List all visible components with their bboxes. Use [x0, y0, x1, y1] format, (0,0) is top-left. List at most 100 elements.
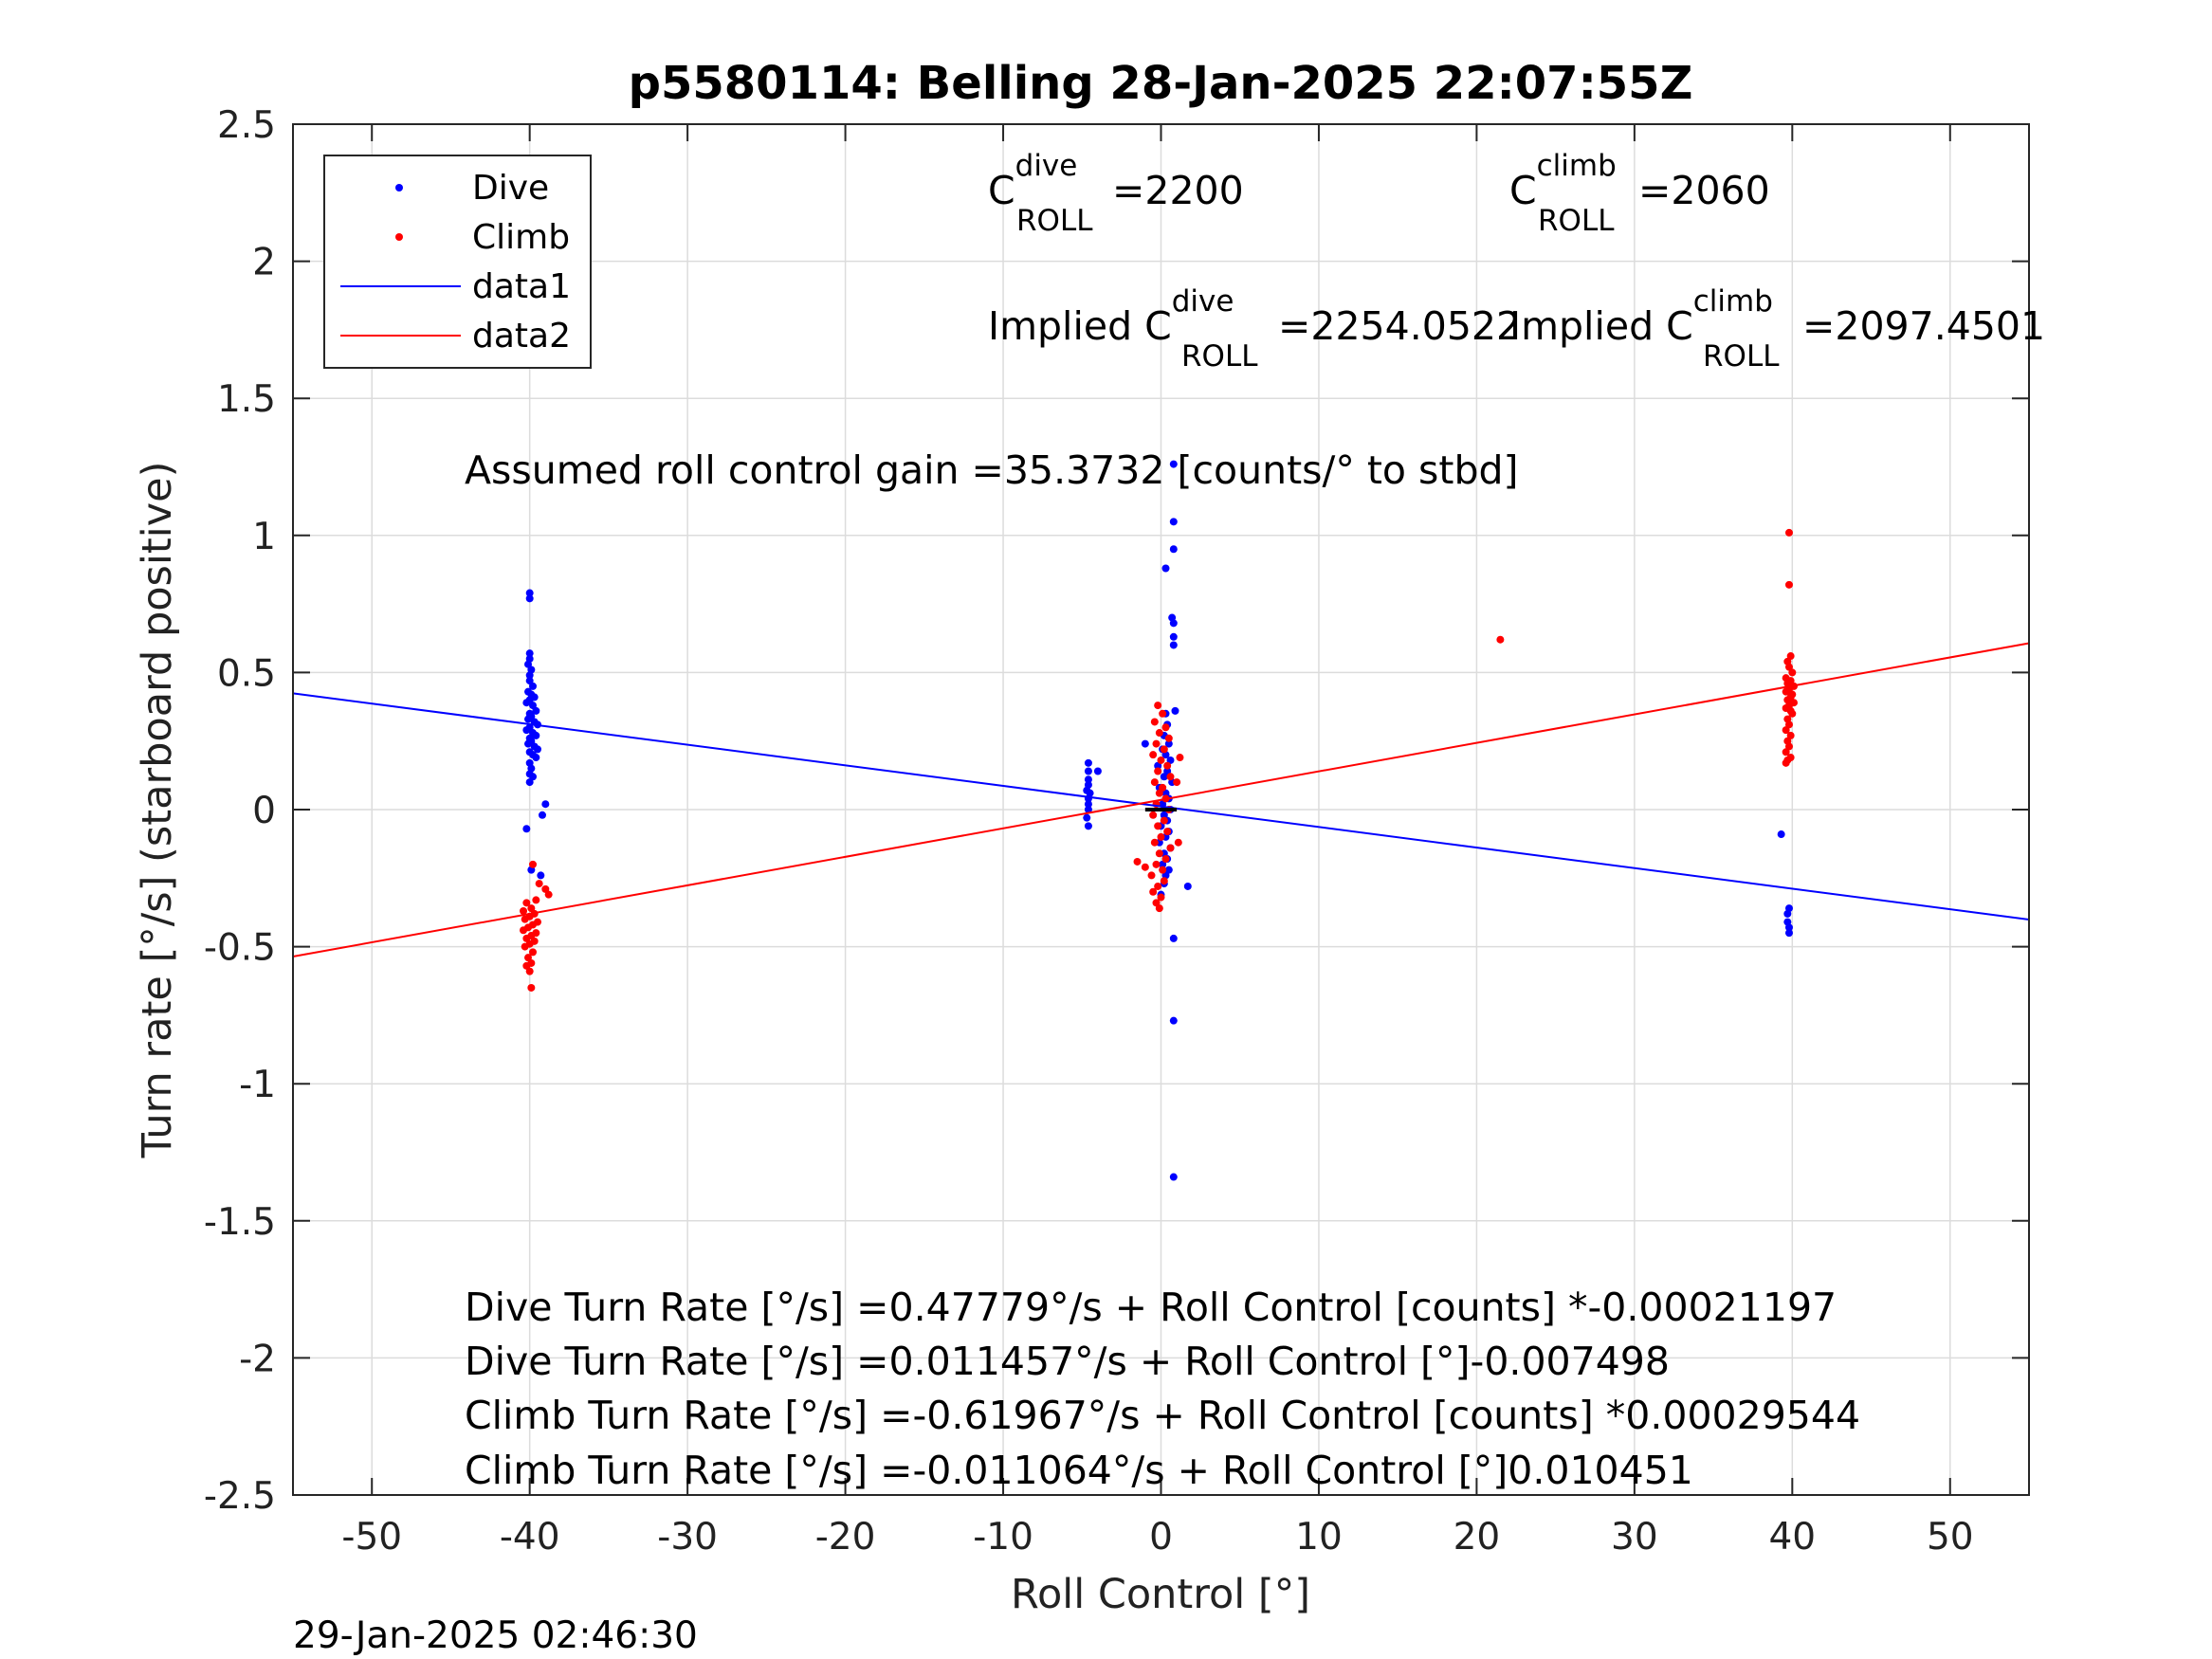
climb-point — [1782, 748, 1790, 757]
annotation-c-dive: Cdive ROLL =2200 — [988, 149, 1244, 238]
legend-label-dive: Dive — [472, 169, 549, 208]
legend-label-data1: data1 — [472, 267, 571, 306]
climb-point — [527, 983, 536, 992]
climb-point — [1154, 882, 1162, 890]
dive-point — [1169, 518, 1178, 526]
dive-point — [522, 726, 531, 735]
climb-point — [535, 880, 543, 888]
climb-point — [527, 904, 536, 913]
climb-point — [529, 860, 538, 868]
climb-point — [1160, 745, 1168, 754]
timestamp: 29-Jan-2025 02:46:30 — [293, 1614, 698, 1657]
dive-point — [525, 671, 534, 680]
y-tick-label: -2.5 — [204, 1475, 276, 1518]
x-tick-label: 50 — [1927, 1516, 1974, 1559]
annotation-eq-climb-deg: Climb Turn Rate [°/s] =-0.011064°/s + Ro… — [465, 1448, 1693, 1493]
dive-point — [525, 589, 534, 597]
climb-point — [1149, 887, 1158, 896]
dive-point — [1160, 811, 1168, 819]
annotation-eq-dive-counts: Dive Turn Rate [°/s] =0.47779°/s + Roll … — [465, 1285, 1837, 1330]
climb-point — [1147, 871, 1156, 880]
dive-point — [524, 715, 533, 723]
legend-label-climb: Climb — [472, 218, 570, 257]
dive-point — [1160, 773, 1168, 781]
x-axis-label: Roll Control [°] — [1011, 1571, 1310, 1618]
y-tick-label: 0.5 — [217, 652, 276, 695]
climb-point — [1159, 866, 1167, 874]
dive-point — [529, 773, 538, 781]
climb-point — [1152, 860, 1161, 868]
climb-point — [521, 942, 529, 951]
annotation-c-climb: Cclimb ROLL =2060 — [1509, 149, 1770, 238]
annotation-implied-climb: Implied Cclimb ROLL =2097.4501 — [1509, 284, 2045, 374]
dive-point — [522, 699, 531, 707]
climb-point — [520, 907, 528, 916]
dive-point — [1169, 460, 1178, 468]
dive-point — [1083, 813, 1091, 822]
x-tick-label: 10 — [1295, 1516, 1343, 1559]
x-tick-label: -40 — [500, 1516, 560, 1559]
climb-point — [524, 954, 533, 962]
climb-point — [1154, 767, 1162, 775]
climb-point — [1155, 904, 1163, 913]
climb-point — [1161, 723, 1170, 732]
annotation-eq-dive-deg: Dive Turn Rate [°/s] =0.011457°/s + Roll… — [465, 1339, 1670, 1384]
climb-point — [1141, 863, 1149, 871]
dive-point — [1169, 641, 1178, 649]
climb-point — [1160, 816, 1168, 825]
climb-point — [1784, 528, 1793, 537]
y-tick-label: -1.5 — [204, 1201, 276, 1244]
climb-point — [1176, 754, 1184, 762]
y-tick-label: 2.5 — [217, 104, 276, 147]
dive-point — [1169, 1173, 1178, 1181]
climb-point — [1155, 849, 1163, 858]
climb-point — [1133, 857, 1142, 866]
x-tick-label: 20 — [1453, 1516, 1501, 1559]
series-layer — [292, 460, 2030, 1181]
climb-point — [1784, 742, 1793, 751]
dive-point — [532, 754, 540, 762]
x-tick-label: -20 — [815, 1516, 876, 1559]
climb-point — [1163, 828, 1172, 836]
y-tick-label: 2 — [252, 242, 276, 284]
dive-point — [1164, 866, 1173, 874]
dive-point — [525, 778, 534, 787]
climb-point — [1786, 652, 1795, 661]
climb-point — [1157, 893, 1165, 902]
dive-point — [1169, 619, 1178, 628]
dive-point — [1084, 758, 1092, 767]
legend: Dive Climb data1 data2 — [323, 155, 592, 369]
x-tick-label: 40 — [1768, 1516, 1816, 1559]
legend-marker-climb — [395, 233, 403, 241]
climb-point — [1782, 726, 1790, 735]
climb-point — [1784, 580, 1793, 589]
dive-point — [532, 706, 540, 715]
climb-point — [532, 896, 540, 904]
dive-point — [1084, 775, 1092, 784]
dive-point — [522, 825, 531, 833]
dive-point — [1169, 934, 1178, 942]
legend-box — [323, 155, 592, 369]
dive-point — [1163, 767, 1172, 775]
x-tick-label: -50 — [341, 1516, 402, 1559]
climb-point — [1161, 855, 1170, 864]
dive-point — [537, 871, 545, 880]
climb-point — [1157, 832, 1165, 841]
chart-title: p5580114: Belling 28-Jan-2025 22:07:55Z — [629, 57, 1693, 110]
y-tick-label: -0.5 — [204, 927, 276, 970]
climb-point — [1154, 822, 1162, 830]
dive-point — [1783, 909, 1792, 918]
climb-point — [1782, 687, 1790, 696]
dive-point — [1154, 761, 1162, 770]
dive-point — [1159, 860, 1167, 868]
legend-marker-dive — [395, 184, 403, 191]
climb-point — [1784, 720, 1793, 729]
climb-point — [525, 967, 534, 975]
annotation-eq-climb-counts: Climb Turn Rate [°/s] =-0.61967°/s + Rol… — [465, 1393, 1860, 1438]
climb-point — [1164, 734, 1173, 742]
dive-point — [538, 811, 546, 819]
dive-point — [1141, 739, 1149, 748]
climb-point — [1496, 635, 1505, 644]
tick-marks — [293, 123, 2029, 1496]
dive-point — [541, 800, 550, 809]
